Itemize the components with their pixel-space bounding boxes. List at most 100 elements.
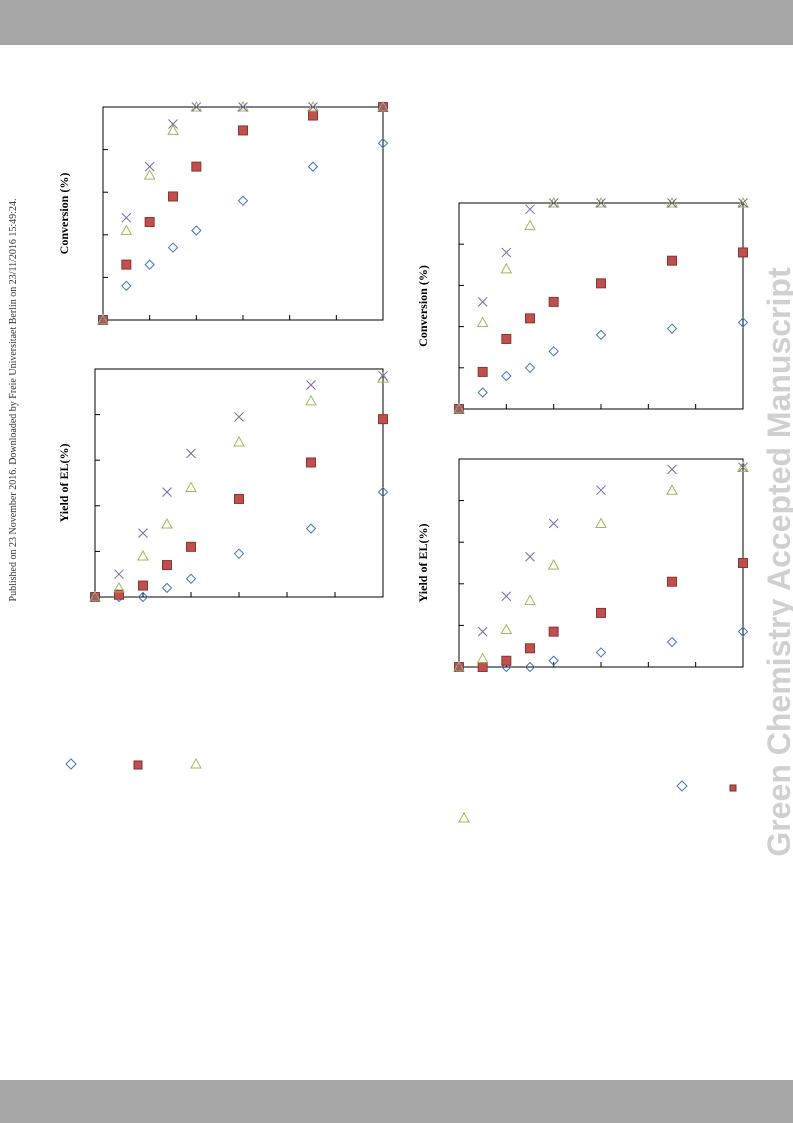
- point: [162, 487, 172, 497]
- point: [500, 623, 513, 635]
- point: [167, 242, 179, 253]
- plot-frame: [102, 106, 384, 321]
- plot-frame: [94, 368, 384, 598]
- point: [377, 486, 389, 498]
- point: [308, 102, 318, 112]
- point: [237, 100, 249, 112]
- point: [378, 102, 388, 112]
- point: [97, 313, 109, 325]
- point: [121, 212, 132, 223]
- point: [137, 591, 149, 603]
- point: [305, 394, 317, 406]
- point: [737, 461, 749, 472]
- point: [667, 576, 677, 587]
- legend-markers: [65, 757, 737, 823]
- side-note: Published on 23 November 2016. Downloade…: [8, 199, 19, 602]
- point: [525, 551, 535, 562]
- point: [524, 219, 536, 231]
- point: [737, 196, 749, 208]
- point: [378, 370, 388, 381]
- point: [476, 316, 489, 327]
- point: [501, 247, 512, 258]
- point: [98, 315, 108, 325]
- point: [548, 655, 559, 666]
- point: [191, 225, 202, 236]
- point: [477, 366, 488, 377]
- point: [238, 125, 248, 136]
- point: [161, 582, 173, 594]
- point: [524, 661, 536, 673]
- point: [144, 259, 155, 270]
- point: [596, 278, 606, 289]
- point: [596, 485, 606, 496]
- point: [186, 448, 196, 459]
- legend-marker: [133, 760, 143, 770]
- point: [737, 317, 749, 328]
- point: [121, 280, 132, 292]
- point: [168, 191, 178, 202]
- point: [453, 660, 465, 672]
- point: [114, 569, 124, 580]
- point: [378, 414, 388, 425]
- point: [167, 124, 179, 135]
- point: [307, 100, 319, 112]
- point: [233, 548, 245, 559]
- point: [477, 387, 488, 398]
- point: [738, 247, 748, 258]
- point: [234, 493, 244, 504]
- point: [190, 100, 203, 112]
- point: [120, 224, 133, 236]
- point: [666, 636, 678, 648]
- point: [596, 198, 606, 208]
- point: [168, 119, 178, 129]
- plot-frame: [458, 202, 744, 410]
- point: [477, 626, 488, 637]
- point: [595, 329, 607, 341]
- point: [191, 161, 202, 172]
- point: [377, 372, 389, 383]
- point: [143, 169, 156, 180]
- point: [144, 161, 155, 172]
- point: [548, 626, 559, 637]
- point: [305, 523, 317, 534]
- point: [595, 647, 607, 658]
- point: [595, 196, 607, 208]
- point: [501, 370, 512, 382]
- legend-marker: [190, 757, 202, 769]
- point: [738, 462, 748, 473]
- point: [667, 464, 677, 475]
- point: [501, 333, 512, 344]
- point: [238, 102, 248, 112]
- point: [377, 100, 389, 112]
- point: [185, 573, 197, 584]
- legend-marker: [729, 784, 737, 792]
- point: [666, 484, 678, 495]
- watermark: Green Chemistry Accepted Manuscript: [761, 267, 793, 857]
- point: [738, 198, 748, 208]
- header-bar: [0, 0, 793, 45]
- point: [161, 518, 173, 529]
- point: [548, 346, 559, 357]
- point: [524, 594, 536, 605]
- point: [144, 217, 155, 228]
- point: [667, 255, 677, 266]
- legend-marker: [458, 811, 470, 823]
- point: [548, 518, 559, 529]
- y-axis-label: Conversion (%): [416, 265, 430, 347]
- point: [121, 259, 132, 270]
- point: [524, 362, 536, 374]
- point: [548, 198, 559, 208]
- point: [525, 204, 535, 215]
- point: [595, 517, 607, 528]
- y-axis-label: Conversion (%): [57, 173, 71, 255]
- point: [185, 481, 197, 493]
- point: [114, 589, 124, 600]
- point: [307, 161, 319, 172]
- y-axis-label: Yield of EL(%): [416, 524, 430, 603]
- point: [89, 590, 101, 602]
- point: [137, 549, 149, 561]
- point: [667, 198, 677, 208]
- point: [186, 541, 196, 552]
- point: [234, 412, 244, 422]
